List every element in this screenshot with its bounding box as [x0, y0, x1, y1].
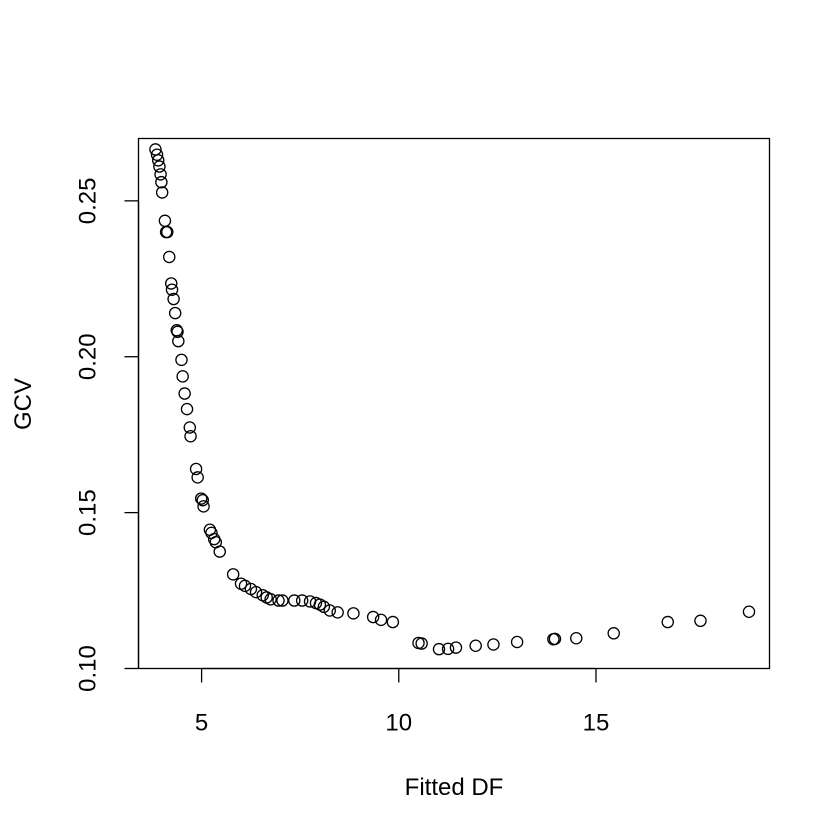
- data-point: [189, 462, 203, 476]
- data-point: [191, 471, 204, 484]
- data-points: [149, 143, 756, 656]
- data-point: [183, 421, 197, 434]
- data-point: [295, 594, 309, 607]
- data-point: [150, 148, 164, 161]
- data-point: [272, 594, 285, 607]
- data-point: [570, 632, 583, 645]
- data-point: [226, 568, 240, 581]
- data-point: [487, 638, 500, 651]
- x-axis-label: Fitted DF: [405, 774, 504, 801]
- data-point: [449, 641, 463, 654]
- data-point: [213, 545, 226, 558]
- data-point: [510, 635, 524, 649]
- data-point: [155, 186, 169, 199]
- y-axis-label: GCV: [10, 378, 37, 430]
- data-point: [155, 175, 168, 189]
- data-point: [441, 642, 455, 656]
- data-point: [180, 402, 194, 416]
- data-point: [432, 642, 446, 656]
- data-point: [175, 353, 188, 367]
- data-point: [197, 500, 210, 513]
- data-point: [164, 277, 178, 290]
- data-point: [184, 429, 197, 443]
- data-point: [176, 370, 189, 383]
- data-point: [323, 604, 337, 617]
- data-point: [165, 283, 179, 296]
- data-point: [331, 606, 344, 619]
- x-tick-label: 5: [195, 710, 208, 737]
- data-point: [153, 160, 166, 173]
- data-point: [151, 154, 165, 167]
- data-point: [607, 627, 620, 640]
- data-point: [386, 615, 400, 629]
- y-tick-label: 0.15: [75, 489, 102, 536]
- data-point: [196, 493, 210, 507]
- y-tick-label: 0.25: [75, 177, 102, 224]
- data-point: [742, 605, 756, 619]
- data-point: [264, 593, 277, 606]
- data-point: [548, 632, 562, 646]
- x-tick-label: 10: [385, 710, 412, 737]
- data-point: [154, 168, 167, 181]
- data-point: [366, 610, 380, 624]
- data-point: [171, 325, 184, 339]
- data-point: [288, 594, 301, 607]
- data-point: [661, 615, 675, 629]
- y-tick-label: 0.20: [75, 333, 102, 380]
- data-point: [347, 607, 360, 620]
- data-point: [694, 614, 707, 628]
- data-point: [178, 387, 191, 400]
- data-point: [249, 585, 263, 599]
- x-tick-label: 15: [583, 710, 610, 737]
- y-tick-label: 0.10: [75, 645, 102, 692]
- data-point: [163, 250, 176, 264]
- data-point: [194, 492, 208, 505]
- data-point: [374, 613, 388, 627]
- data-point: [161, 225, 174, 239]
- y-axis: 0.10 0.15 0.20 0.25: [75, 177, 140, 692]
- data-point: [168, 306, 182, 320]
- data-point: [415, 637, 428, 650]
- data-point: [469, 639, 482, 652]
- data-point: [172, 334, 185, 348]
- x-axis: 5 10 15: [195, 667, 610, 737]
- data-point: [238, 579, 252, 593]
- data-point: [167, 292, 180, 306]
